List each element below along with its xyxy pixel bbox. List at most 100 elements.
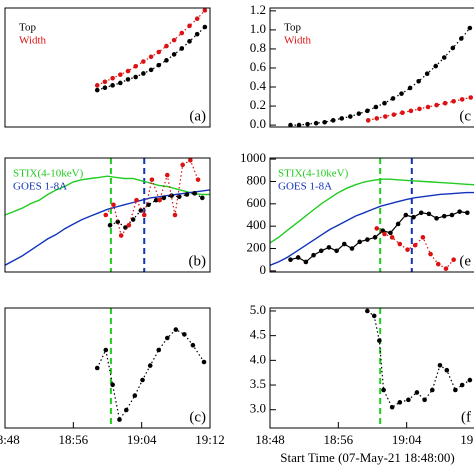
plot-area (94, 8, 208, 93)
data-point (449, 212, 455, 218)
data-point (288, 122, 293, 127)
data-point (406, 397, 411, 403)
panel: 18:48 18:56 19:04 19:12 (c) (0, 307, 225, 447)
series-line (270, 178, 474, 244)
y-tick-label: 400 (247, 217, 267, 232)
data-point (418, 210, 424, 216)
x-tick-label: 19:04 (392, 432, 422, 447)
data-point (157, 197, 162, 203)
data-point (382, 100, 387, 106)
data-point (371, 313, 377, 319)
data-point (125, 68, 131, 74)
data-point (395, 221, 401, 227)
data-point (179, 30, 185, 36)
data-point (356, 111, 362, 116)
panel-label: (f (461, 409, 471, 425)
y-tick-label: 0.2 (250, 97, 266, 112)
data-point (171, 52, 177, 57)
data-point (187, 23, 192, 29)
data-point (187, 39, 192, 44)
data-point (467, 25, 473, 31)
panel-label: (c) (189, 409, 206, 425)
data-point (102, 85, 108, 91)
data-point (200, 195, 205, 201)
data-point (202, 8, 208, 13)
data-point (339, 116, 345, 121)
data-point (117, 417, 122, 422)
data-point (397, 241, 403, 247)
data-point (156, 62, 162, 68)
axes-frame (4, 7, 211, 128)
legend-entry: Width (284, 35, 312, 47)
data-point (389, 404, 395, 410)
data-point (457, 209, 462, 214)
data-point (153, 197, 159, 203)
legend-entry: GOES 1-8A (278, 181, 332, 193)
data-point (311, 252, 316, 258)
data-point (118, 233, 124, 238)
panel-label: (b) (189, 253, 207, 269)
legend-entry: Top (19, 22, 36, 34)
data-point (437, 362, 443, 368)
data-point (450, 45, 456, 51)
x-tick-label: 18:56 (59, 432, 89, 447)
data-point (156, 49, 162, 55)
data-point (173, 327, 179, 332)
data-point (125, 77, 131, 82)
data-point (334, 248, 339, 254)
panel: 3.0 3.5 4.0 4.5 5.0 18:48 18:56 19:04 19:12 Start… (250, 302, 474, 465)
data-point (179, 46, 185, 51)
data-point (126, 222, 132, 228)
data-point (412, 242, 418, 248)
data-point (295, 255, 301, 260)
data-point (313, 120, 319, 126)
series-line (270, 191, 474, 266)
data-point (465, 210, 470, 216)
data-point (111, 202, 116, 208)
series-line (5, 189, 210, 266)
data-point (164, 335, 170, 341)
data-point (161, 195, 167, 201)
data-point (133, 64, 138, 69)
data-point (132, 393, 138, 398)
data-point (326, 245, 332, 250)
data-point (405, 247, 410, 252)
data-point (453, 387, 458, 393)
data-point (347, 114, 353, 119)
data-point (110, 83, 115, 88)
data-point (164, 43, 169, 49)
axes-frame (269, 157, 474, 273)
data-point (169, 193, 174, 198)
x-tick-label: 18:48 (255, 432, 285, 447)
y-tick-label: 800 (247, 172, 267, 187)
data-point (435, 261, 441, 267)
data-point (429, 387, 435, 393)
data-point (357, 239, 362, 245)
y-tick-label: 200 (247, 240, 267, 255)
y-tick-label: 1.0 (250, 21, 266, 36)
data-point (424, 71, 430, 76)
data-point (133, 74, 138, 80)
axes-frame (4, 307, 211, 429)
data-point (382, 231, 387, 237)
data-point (192, 191, 197, 196)
data-point (149, 177, 155, 182)
legend-entry: STIX(4-10keV) (278, 168, 349, 180)
data-point (102, 79, 108, 85)
plot-area (94, 308, 207, 428)
data-point (184, 192, 190, 197)
data-point (195, 177, 201, 182)
data-point (425, 104, 431, 110)
data-point (383, 114, 388, 119)
data-point (103, 212, 109, 218)
data-point (147, 363, 153, 368)
data-point (451, 257, 456, 263)
data-point (467, 377, 473, 383)
data-point (381, 387, 386, 393)
data-point (103, 347, 109, 353)
data-point (408, 108, 414, 114)
series-line (97, 9, 206, 86)
data-point (416, 79, 421, 84)
